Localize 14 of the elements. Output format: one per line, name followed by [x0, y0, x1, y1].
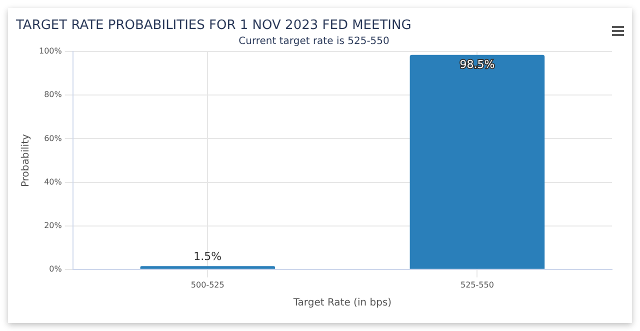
x-tick-label: 500-525	[190, 280, 224, 290]
y-tick-label: 100%	[38, 46, 62, 56]
y-tick-label: 20%	[44, 220, 62, 230]
y-tick-label: 60%	[44, 134, 62, 143]
chart-subtitle: Current target rate is 525-550	[238, 36, 390, 48]
chart-title: TARGET RATE PROBABILITIES FOR 1 NOV 2023 FED MEETING	[15, 18, 412, 34]
y-axis-title: Probability	[20, 134, 32, 187]
data-label: 98.5%	[460, 58, 495, 71]
y-tick-label: 0%	[49, 264, 62, 274]
x-axis-title: Target Rate (in bps)	[292, 298, 392, 309]
x-tick-label: 525-550	[460, 280, 494, 290]
y-tick-label: 40%	[44, 177, 62, 186]
data-label: 1.5%	[194, 250, 222, 264]
y-tick-label: 80%	[44, 90, 62, 100]
